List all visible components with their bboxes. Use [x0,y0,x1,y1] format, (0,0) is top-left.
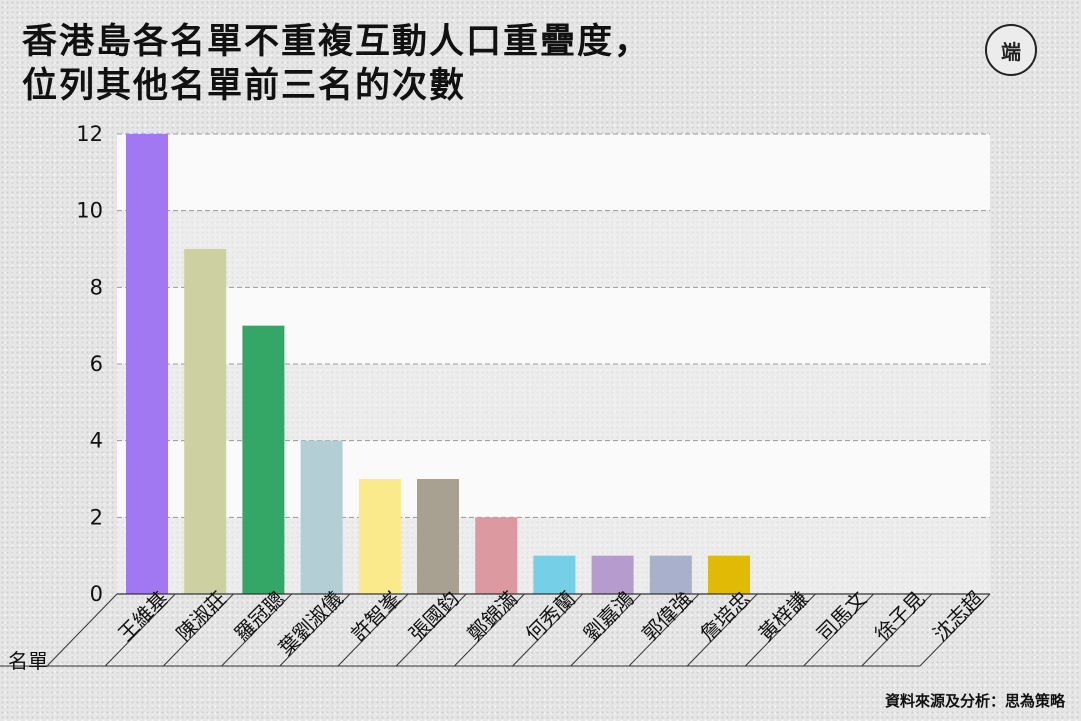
chart-title-line-1: 香港島各名單不重複互動人口重疊度， [22,22,652,62]
bar [649,555,692,594]
y-tick-label: 2 [90,505,103,529]
category-label: 鄭錦滿 [463,587,522,646]
category-separator [454,593,525,667]
category-separator [163,593,234,667]
bar [126,134,168,594]
category-separator [337,593,409,667]
chart-title: 香港島各名單不重複互動人口重疊度， 位列其他名單前三名的次數 [22,20,651,108]
category-separator [104,593,176,667]
category-label: 詹培忠 [695,587,754,646]
source-note: 資料來源及分析：思為策略 [884,692,1065,710]
grid-band [117,210,990,288]
category-label: 沈志超 [928,587,987,646]
category-label: 王維基 [113,587,172,646]
category-separator [686,593,758,667]
category-label: 葉劉淑儀 [274,587,348,661]
category-separator [512,593,583,667]
category-separator [570,593,642,667]
bar [417,479,459,594]
bar [300,440,343,594]
publisher-logo: 端 [985,24,1037,76]
category-label: 何秀蘭 [521,587,580,646]
chart-title-line-2: 位列其他名單前三名的次數 [22,66,467,106]
bar [591,555,634,594]
bar [184,249,227,594]
category-label: 郭偉強 [637,587,696,646]
bar [533,555,576,594]
category-separator [803,593,874,667]
category-label: 黃梓謙 [754,587,813,646]
bar [708,555,750,594]
y-tick-label: 4 [90,429,103,453]
category-label: 許智峯 [346,587,405,646]
y-tick-label: 10 [76,199,103,223]
category-separator [861,593,933,667]
category-separator [745,593,816,667]
category-label: 司馬文 [812,587,871,646]
category-label: 張國鈞 [404,587,463,646]
y-tick-label: 12 [76,122,103,146]
bar [475,517,518,594]
y-tick-label: 6 [90,352,103,376]
category-label: 陳淑莊 [172,587,231,646]
category-separator [628,593,700,667]
category-separator [919,593,991,667]
y-tick-label: 0 [90,582,103,606]
y-tick-label: 8 [90,275,103,299]
grid-band [117,134,990,211]
category-label: 劉嘉鴻 [579,587,638,646]
category-separator [221,593,292,667]
bar [242,325,285,594]
category-label: 徐子見 [870,587,929,646]
bar [358,479,401,594]
category-separator [279,593,351,667]
category-separator [46,593,118,667]
category-separator [395,593,467,667]
x-axis-label: 名單 [8,649,48,673]
